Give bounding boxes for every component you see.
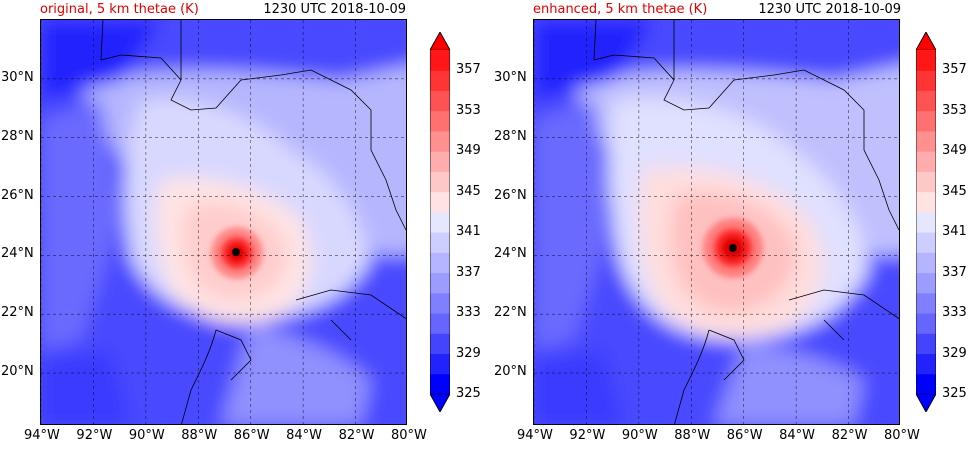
lon-tick-label: 84°W xyxy=(286,428,323,443)
colorbar-label: 341 xyxy=(456,224,481,240)
thetae-map xyxy=(533,19,900,425)
colorbar-segment xyxy=(916,373,936,395)
colorbar-extend-max xyxy=(915,31,937,51)
lon-tick-label: 88°W xyxy=(181,428,218,443)
lat-tick-label: 30°N xyxy=(494,69,527,85)
lon-tick-label: 82°W xyxy=(831,428,868,443)
lon-tick-label: 90°W xyxy=(128,428,165,443)
colorbar-segment xyxy=(430,232,450,253)
colorbar-segment xyxy=(430,110,450,132)
colorbar-segment xyxy=(430,211,450,233)
lon-tick-label: 86°W xyxy=(726,428,763,443)
colorbar-extend-min xyxy=(915,393,937,413)
colorbar-segment xyxy=(430,90,450,112)
colorbar-extend-max xyxy=(429,31,451,51)
panel-title: original, 5 km thetae (K) xyxy=(40,2,199,17)
colorbar-segment xyxy=(916,292,936,314)
colorbar-label: 325 xyxy=(456,386,481,401)
colorbar-segment xyxy=(430,171,450,193)
colorbar xyxy=(429,31,451,413)
colorbar-label: 329 xyxy=(456,345,481,361)
lat-tick-label: 26°N xyxy=(494,187,527,203)
thetae-map xyxy=(40,19,407,425)
lon-tick-label: 94°W xyxy=(517,428,553,443)
colorbar-segment xyxy=(916,353,936,375)
colorbar-label: 333 xyxy=(456,305,481,321)
colorbar-label: 357 xyxy=(456,62,481,78)
colorbar-segment xyxy=(916,130,936,152)
colorbar-segment xyxy=(916,211,936,233)
colorbar-segment xyxy=(916,50,936,71)
lon-tick-label: 80°W xyxy=(391,428,427,443)
colorbar-label: 353 xyxy=(942,102,967,118)
colorbar-label: 329 xyxy=(942,345,967,361)
lon-tick-label: 80°W xyxy=(884,428,920,443)
lat-tick-label: 30°N xyxy=(1,69,34,85)
colorbar-label: 333 xyxy=(942,305,967,321)
lat-tick-label: 28°N xyxy=(494,128,527,144)
colorbar-segment xyxy=(916,252,936,274)
colorbar-segment xyxy=(916,232,936,253)
lat-tick-label: 24°N xyxy=(494,246,527,262)
panel-timestamp: 1230 UTC 2018-10-09 xyxy=(758,2,901,17)
colorbar-segment xyxy=(430,191,450,213)
colorbar-segment xyxy=(916,70,936,91)
lon-tick-label: 92°W xyxy=(569,428,606,443)
lat-tick-label: 20°N xyxy=(494,364,527,380)
colorbar-extend-min xyxy=(429,393,451,413)
lon-tick-label: 84°W xyxy=(779,428,816,443)
colorbar-segment xyxy=(430,130,450,152)
lon-tick-label: 82°W xyxy=(338,428,375,443)
colorbar-segment xyxy=(430,70,450,91)
colorbar-segment xyxy=(916,151,936,172)
lat-tick-label: 22°N xyxy=(494,305,527,321)
map-panel-original: original, 5 km thetae (K) 1230 UTC 2018-… xyxy=(1,2,481,443)
lon-tick-label: 88°W xyxy=(674,428,711,443)
colorbar-label: 337 xyxy=(456,264,481,280)
map-panel-enhanced: enhanced, 5 km thetae (K) 1230 UTC 2018-… xyxy=(486,0,972,449)
colorbar-segment xyxy=(430,151,450,172)
colorbar-segment xyxy=(916,272,936,294)
colorbar-label: 341 xyxy=(942,224,967,240)
colorbar-label: 353 xyxy=(456,102,481,118)
colorbar-segment xyxy=(430,252,450,274)
lon-tick-label: 86°W xyxy=(233,428,270,443)
colorbar-segment xyxy=(430,50,450,71)
colorbar-label: 337 xyxy=(942,264,967,280)
colorbar-label: 345 xyxy=(942,183,967,199)
lon-tick-label: 90°W xyxy=(621,428,658,443)
colorbar-segment xyxy=(916,191,936,213)
panel-timestamp: 1230 UTC 2018-10-09 xyxy=(263,2,406,17)
lat-tick-label: 22°N xyxy=(1,305,34,321)
colorbar-label: 357 xyxy=(942,62,967,78)
colorbar-label: 349 xyxy=(456,143,481,159)
colorbar-segment xyxy=(430,313,450,334)
colorbar-segment xyxy=(430,373,450,395)
colorbar xyxy=(915,31,937,413)
colorbar-segment xyxy=(916,171,936,193)
colorbar-label: 345 xyxy=(456,183,481,199)
lon-tick-label: 94°W xyxy=(24,428,60,443)
lat-tick-label: 26°N xyxy=(1,187,34,203)
colorbar-label: 325 xyxy=(942,386,967,401)
lon-tick-label: 92°W xyxy=(76,428,113,443)
panel-title: enhanced, 5 km thetae (K) xyxy=(533,2,708,17)
lat-tick-label: 20°N xyxy=(1,364,34,380)
colorbar-segment xyxy=(916,90,936,112)
colorbar-segment xyxy=(430,333,450,355)
colorbar-segment xyxy=(430,353,450,375)
colorbar-segment xyxy=(430,292,450,314)
lat-tick-label: 28°N xyxy=(1,128,34,144)
colorbar-segment xyxy=(916,313,936,334)
colorbar-segment xyxy=(916,110,936,132)
colorbar-segment xyxy=(916,333,936,355)
lat-tick-label: 24°N xyxy=(1,246,34,262)
colorbar-label: 349 xyxy=(942,143,967,159)
colorbar-segment xyxy=(430,272,450,294)
